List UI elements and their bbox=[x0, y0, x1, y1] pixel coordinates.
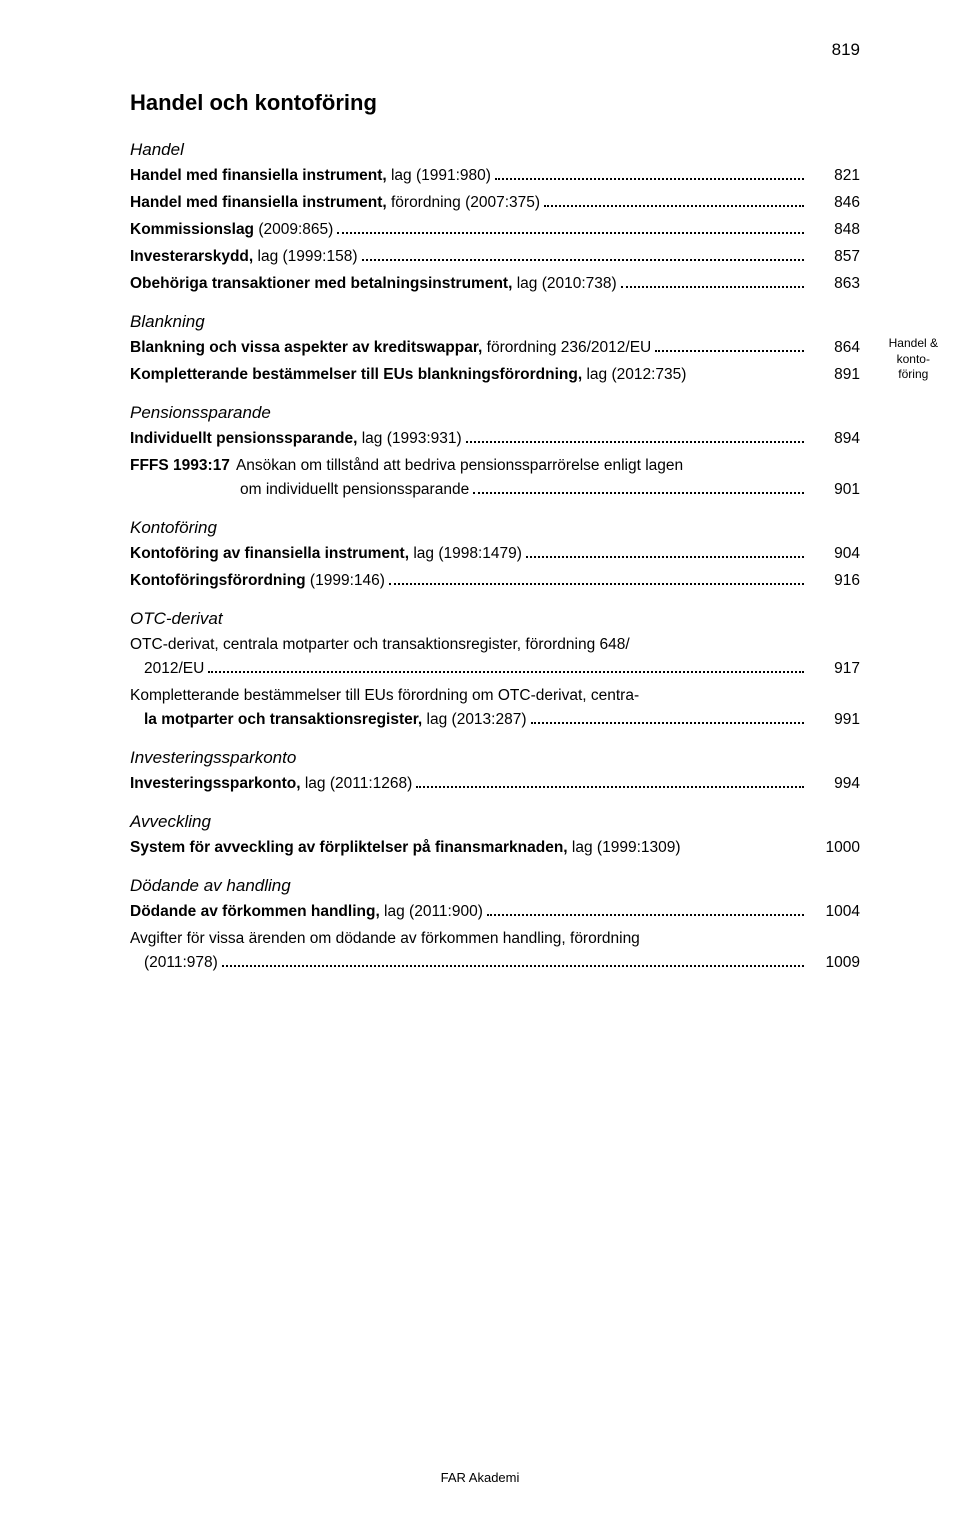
dot-leaders bbox=[621, 276, 804, 288]
entry-text: Kontoföring av finansiella instrument, l… bbox=[130, 542, 522, 566]
entry-text: Handel med finansiella instrument, lag (… bbox=[130, 164, 491, 188]
dot-leaders bbox=[487, 904, 804, 916]
entry-page: 901 bbox=[808, 478, 860, 502]
toc-entry: Avgifter för vissa ärenden om dödande av… bbox=[130, 927, 860, 975]
toc-entry: Kompletterande bestämmelser till EUs för… bbox=[130, 684, 860, 732]
margin-label-line: konto- bbox=[897, 352, 930, 366]
entry-page: 894 bbox=[808, 427, 860, 451]
table-of-contents: Handel Handel med finansiella instrument,… bbox=[130, 140, 860, 975]
entry-page: 863 bbox=[808, 272, 860, 296]
dot-leaders bbox=[222, 955, 804, 967]
section-title: Avveckling bbox=[130, 812, 860, 832]
toc-entry: OTC-derivat, centrala motparter och tran… bbox=[130, 633, 860, 681]
entry-text: Kontoföringsförordning (1999:146) bbox=[130, 569, 385, 593]
dot-leaders bbox=[544, 195, 804, 207]
page-title: Handel och kontoföring bbox=[130, 90, 860, 116]
toc-entry: Investerarskydd, lag (1999:158) 857 bbox=[130, 245, 860, 269]
dot-leaders bbox=[416, 776, 804, 788]
entry-page: 917 bbox=[808, 657, 860, 681]
entry-text: Individuellt pensionssparande, lag (1993… bbox=[130, 427, 462, 451]
dot-leaders bbox=[531, 712, 804, 724]
dot-leaders bbox=[208, 661, 804, 673]
entry-page: 864 bbox=[808, 336, 860, 360]
toc-entry: Kompletterande bestämmelser till EUs bla… bbox=[130, 363, 860, 387]
margin-label: Handel & konto- föring bbox=[889, 336, 938, 383]
entry-page: 821 bbox=[808, 164, 860, 188]
page-number: 819 bbox=[832, 40, 860, 60]
toc-entry: Obehöriga transaktioner med betalningsin… bbox=[130, 272, 860, 296]
toc-entry: FFFS 1993:17Ansökan om tillstånd att bed… bbox=[130, 454, 860, 502]
toc-entry: Investeringssparkonto, lag (2011:1268) 99… bbox=[130, 772, 860, 796]
entry-page: 1009 bbox=[808, 951, 860, 975]
entry-text: Blankning och vissa aspekter av kreditsw… bbox=[130, 336, 651, 360]
entry-text: Dödande av förkommen handling, lag (2011… bbox=[130, 900, 483, 924]
margin-label-line: föring bbox=[898, 367, 928, 381]
entry-text: (2011:978) bbox=[144, 951, 218, 975]
entry-label: FFFS 1993:17 bbox=[130, 454, 230, 478]
dot-leaders bbox=[495, 168, 804, 180]
entry-page: 994 bbox=[808, 772, 860, 796]
dot-leaders bbox=[337, 222, 804, 234]
section-title: Kontoföring bbox=[130, 518, 860, 538]
entry-page: 1004 bbox=[808, 900, 860, 924]
toc-entry: System för avveckling av förpliktelser p… bbox=[130, 836, 860, 860]
entry-text: OTC-derivat, centrala motparter och tran… bbox=[130, 633, 860, 657]
entry-text: 2012/EU bbox=[144, 657, 204, 681]
entry-text: Handel med finansiella instrument, föror… bbox=[130, 191, 540, 215]
entry-page: 991 bbox=[808, 708, 860, 732]
entry-page: 891 bbox=[808, 363, 860, 387]
section-title: Dödande av handling bbox=[130, 876, 860, 896]
dot-leaders bbox=[389, 573, 804, 585]
entry-text: Kompletterande bestämmelser till EUs bla… bbox=[130, 363, 808, 387]
toc-entry: Kontoföring av finansiella instrument, l… bbox=[130, 542, 860, 566]
toc-entry: Blankning och vissa aspekter av kreditsw… bbox=[130, 336, 860, 360]
dot-leaders bbox=[526, 546, 804, 558]
section-title: Investeringssparkonto bbox=[130, 748, 860, 768]
entry-page: 916 bbox=[808, 569, 860, 593]
entry-text: Investerarskydd, lag (1999:158) bbox=[130, 245, 358, 269]
entry-text: Avgifter för vissa ärenden om dödande av… bbox=[130, 927, 860, 951]
entry-page: 848 bbox=[808, 218, 860, 242]
entry-page: 1000 bbox=[808, 836, 860, 860]
section-title: Handel bbox=[130, 140, 860, 160]
entry-text: Kompletterande bestämmelser till EUs för… bbox=[130, 684, 860, 708]
dot-leaders bbox=[466, 431, 804, 443]
entry-text: la motparter och transaktionsregister, l… bbox=[144, 708, 527, 732]
dot-leaders bbox=[655, 340, 804, 352]
section-title: Pensionssparande bbox=[130, 403, 860, 423]
entry-page: 857 bbox=[808, 245, 860, 269]
entry-text: om individuellt pensionssparande bbox=[240, 478, 469, 502]
entry-text: Kommissionslag (2009:865) bbox=[130, 218, 333, 242]
entry-text: Obehöriga transaktioner med betalningsin… bbox=[130, 272, 617, 296]
entry-text: Ansökan om tillstånd att bedriva pension… bbox=[236, 454, 683, 478]
dot-leaders bbox=[473, 482, 804, 494]
dot-leaders bbox=[362, 249, 805, 261]
toc-entry: Individuellt pensionssparande, lag (1993… bbox=[130, 427, 860, 451]
toc-entry: Kommissionslag (2009:865) 848 bbox=[130, 218, 860, 242]
toc-entry: Handel med finansiella instrument, föror… bbox=[130, 191, 860, 215]
margin-label-line: Handel & bbox=[889, 336, 938, 350]
section-title: Blankning bbox=[130, 312, 860, 332]
section-title: OTC-derivat bbox=[130, 609, 860, 629]
entry-page: 846 bbox=[808, 191, 860, 215]
toc-entry: Dödande av förkommen handling, lag (2011… bbox=[130, 900, 860, 924]
entry-text: Investeringssparkonto, lag (2011:1268) bbox=[130, 772, 412, 796]
entry-page: 904 bbox=[808, 542, 860, 566]
entry-text: System för avveckling av förpliktelser p… bbox=[130, 836, 808, 860]
toc-entry: Kontoföringsförordning (1999:146) 916 bbox=[130, 569, 860, 593]
toc-entry: Handel med finansiella instrument, lag (… bbox=[130, 164, 860, 188]
footer-publisher: FAR Akademi bbox=[0, 1470, 960, 1485]
